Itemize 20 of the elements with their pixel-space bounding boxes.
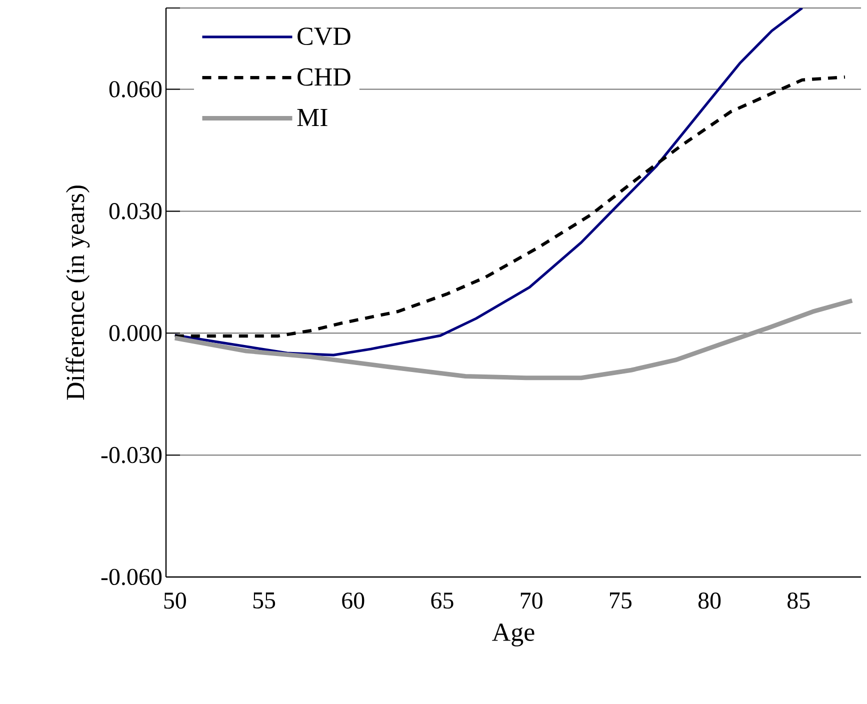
line-series [172,298,854,380]
y-tick-label: -0.030 [101,446,162,464]
x-tick-label: 75 [610,592,632,608]
x-tick-label: 85 [788,592,810,609]
x-tick-label: 70 [520,592,542,609]
x-tick-label: 50 [164,592,186,609]
x-axis-title: Age [492,624,534,646]
y-tick-label: 0.000 [109,324,162,342]
legend-label: CVD [298,28,350,46]
line-series [174,8,804,356]
y-tick-label: 0.060 [109,81,162,98]
legend-label: MI [297,108,328,126]
x-tick-label: 65 [431,592,454,609]
y-axis-title: Difference (in years) [66,186,90,400]
x-tick-label: 80 [698,592,721,609]
legend-label: CHD [298,68,350,86]
y-tick-label: 0.030 [109,203,162,220]
x-tick-label: 55 [253,592,276,608]
x-tick-label: 60 [342,592,364,609]
y-tick-label: -0.060 [101,568,162,586]
